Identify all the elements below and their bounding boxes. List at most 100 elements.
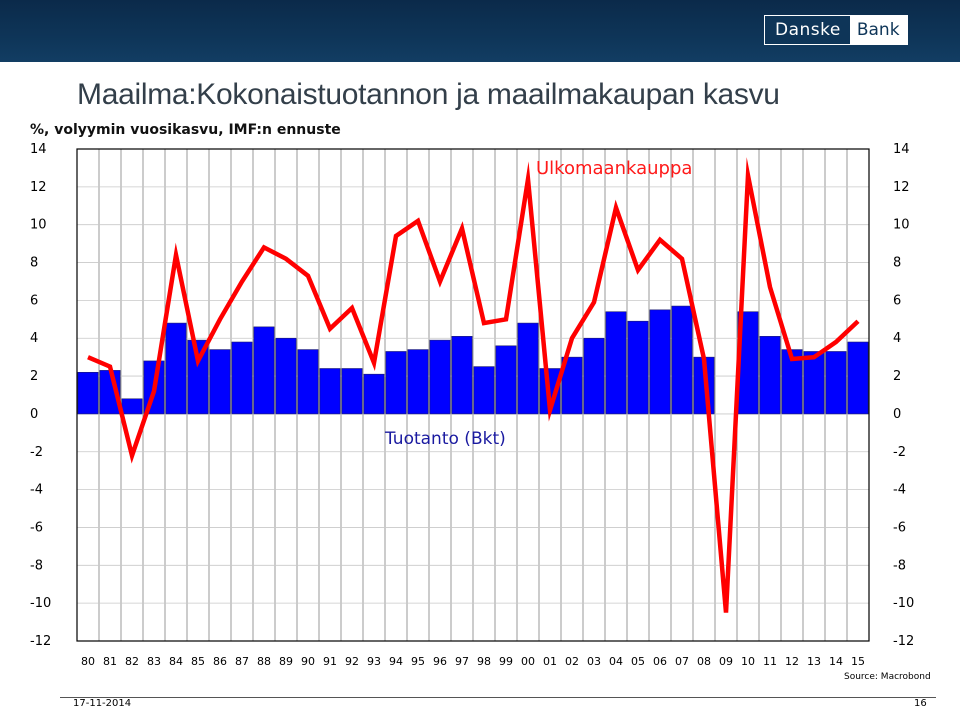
y-tick-label-right: 14 [893, 142, 910, 157]
y-tick-label-right: 0 [893, 407, 901, 422]
series-labels: Ulkomaankauppa Tuotanto (Bkt) [384, 158, 692, 449]
bar-14 [825, 351, 847, 415]
x-tick-label: 83 [147, 655, 161, 668]
bar-07 [671, 305, 693, 415]
y-tick-label-left: -12 [30, 634, 51, 649]
bar-91 [319, 368, 341, 415]
x-tick-label: 82 [125, 655, 139, 668]
grid-lines [77, 148, 869, 642]
y-tick-label-left: 4 [30, 331, 38, 346]
y-tick-label-left: 12 [30, 180, 47, 195]
bar-00 [517, 322, 539, 415]
y-tick-label-right: -10 [893, 596, 914, 611]
bar-05 [627, 320, 649, 415]
x-tick-label: 02 [565, 655, 579, 668]
x-tick-label: 07 [675, 655, 689, 668]
source-note: Source: Macrobond [844, 672, 931, 682]
bar-13 [803, 351, 825, 415]
y-tick-label-left: -2 [30, 445, 43, 460]
x-tick-label: 11 [763, 655, 777, 668]
bar-84 [165, 322, 187, 415]
header-band: Danske Bank [0, 0, 960, 62]
bar-03 [583, 337, 605, 415]
y-tick-label-left: -4 [30, 483, 43, 498]
y-tick-label-left: -8 [30, 558, 43, 573]
y-tick-label-right: 8 [893, 256, 901, 271]
bar-02 [561, 356, 583, 415]
bar-86 [209, 349, 231, 415]
bar-85 [187, 339, 209, 415]
y-tick-label-left: -10 [30, 596, 51, 611]
x-tick-label: 01 [543, 655, 557, 668]
line-series [87, 157, 860, 613]
logo-part-danske: Danske [765, 16, 849, 44]
y-tick-label-right: -8 [893, 558, 906, 573]
bar-11 [759, 336, 781, 415]
series-label-ulkomaankauppa: Ulkomaankauppa [536, 158, 692, 179]
footer-divider [60, 697, 936, 698]
x-tick-label: 03 [587, 655, 601, 668]
y-tick-label-right: -6 [893, 520, 906, 535]
bar-89 [275, 337, 297, 415]
x-tick-label: 89 [279, 655, 293, 668]
x-tick-label: 92 [345, 655, 359, 668]
y-tick-label-left: 14 [30, 142, 47, 157]
x-tick-label: 05 [631, 655, 645, 668]
page-number: 16 [914, 698, 927, 709]
chart-subtitle: %, volyymin vuosikasvu, IMF:n ennuste [30, 122, 341, 138]
x-tick-label: 81 [103, 655, 117, 668]
x-tick-label: 94 [389, 655, 403, 668]
page-title: Maailma:Kokonaistuotannon ja maailmakaup… [77, 78, 780, 111]
bar-95 [407, 349, 429, 415]
x-tick-label: 15 [851, 655, 865, 668]
bar-88 [253, 326, 275, 415]
x-tick-label: 13 [807, 655, 821, 668]
y-tick-label-left: 8 [30, 256, 38, 271]
bar-80 [77, 371, 99, 415]
y-tick-label-right: -2 [893, 445, 906, 460]
x-tick-label: 09 [719, 655, 733, 668]
bar-90 [297, 349, 319, 415]
x-tick-label: 14 [829, 655, 843, 668]
x-tick-label: 12 [785, 655, 799, 668]
x-tick-label: 88 [257, 655, 271, 668]
plot-frame [76, 148, 870, 642]
x-tick-label: 91 [323, 655, 337, 668]
y-tick-label-left: 0 [30, 407, 38, 422]
x-tick-label: 93 [367, 655, 381, 668]
y-tick-label-left: 2 [30, 369, 38, 384]
series-label-tuotanto: Tuotanto (Bkt) [384, 429, 506, 449]
x-tick-label: 86 [213, 655, 227, 668]
y-tick-label-right: -4 [893, 483, 906, 498]
bar-94 [385, 351, 407, 415]
y-tick-label-left: 10 [30, 218, 47, 233]
bar-82 [121, 398, 143, 415]
y-tick-label-left: 6 [30, 293, 38, 308]
bar-06 [649, 309, 671, 415]
y-tick-label-right: 4 [893, 331, 901, 346]
x-tick-label: 97 [455, 655, 469, 668]
y-tick-label-right: 12 [893, 180, 910, 195]
bar-92 [341, 368, 363, 415]
bar-93 [363, 373, 385, 415]
y-tick-label-right: 2 [893, 369, 901, 384]
x-tick-label: 99 [499, 655, 513, 668]
bar-87 [231, 341, 253, 415]
bar-12 [781, 349, 803, 415]
x-tick-label: 84 [169, 655, 183, 668]
bar-15 [847, 341, 869, 415]
x-tick-label: 85 [191, 655, 205, 668]
footer-date: 17-11-2014 [73, 698, 132, 709]
x-tick-label: 06 [653, 655, 667, 668]
bar-97 [451, 336, 473, 415]
x-tick-label: 08 [697, 655, 711, 668]
line-ulkomaankauppa [87, 157, 860, 613]
logo-part-bank: Bank [848, 16, 907, 44]
danske-bank-logo: Danske Bank [764, 15, 908, 45]
bar-98 [473, 366, 495, 415]
bar-04 [605, 311, 627, 415]
y-tick-label-right: 6 [893, 293, 901, 308]
bar-96 [429, 339, 451, 415]
y-tick-label-right: -12 [893, 634, 914, 649]
